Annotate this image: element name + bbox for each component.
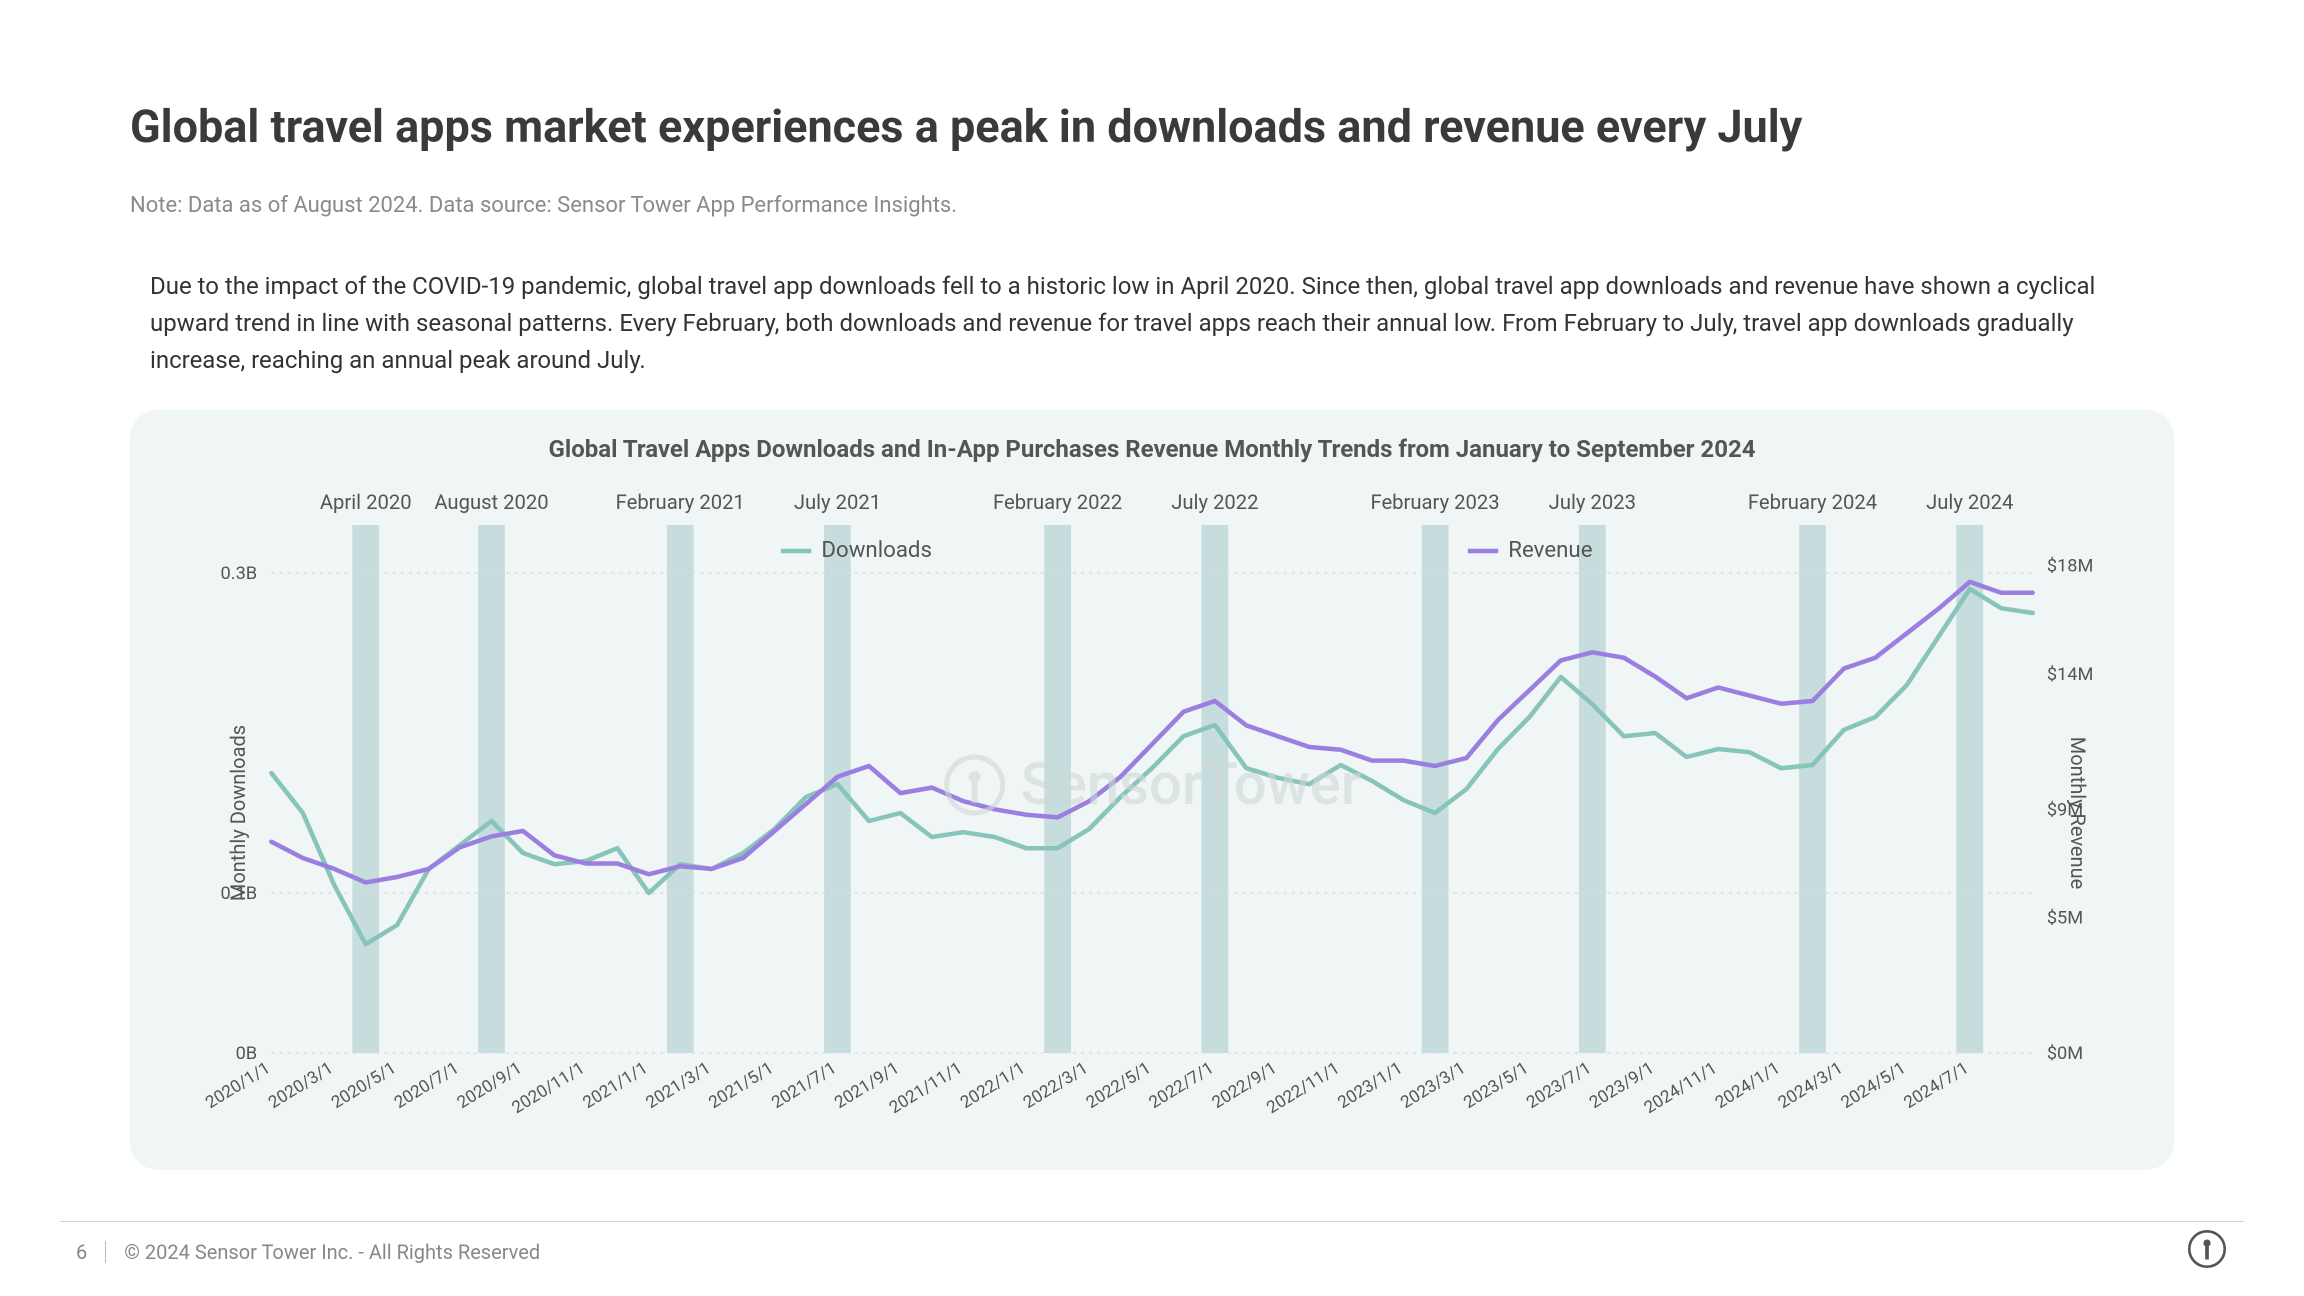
y-axis-left-label: Monthly Downloads [226,725,250,901]
x-tick-label: 2022/3/1 [1020,1058,1092,1113]
annotation-label: February 2022 [993,490,1122,514]
x-tick-label: 2023/7/1 [1523,1058,1595,1113]
y-left-tick: 0B [236,1043,258,1064]
highlight-bar [1579,525,1606,1053]
chart-wrap: Monthly Downloads Monthly Revenue Sensor… [160,473,2144,1153]
x-tick-label: 2020/3/1 [265,1058,337,1113]
x-tick-label: 2021/7/1 [768,1058,840,1113]
highlight-bar [1422,525,1449,1053]
footer-divider-line [60,1221,2244,1222]
x-tick-label: 2024/3/1 [1775,1058,1847,1113]
x-tick-label: 2024/5/1 [1838,1058,1910,1113]
x-tick-label: 2021/3/1 [642,1058,714,1113]
chart-svg: April 2020 August 2020 February 2021 July 2… [160,473,2144,1153]
x-tick-label: 2023/1/1 [1334,1058,1406,1113]
x-tick-label: 2023/5/1 [1460,1058,1532,1113]
annotation-label: August 2020 [434,490,548,514]
chart-card: Global Travel Apps Downloads and In-App … [130,410,2174,1170]
highlight-bar [1044,525,1071,1053]
legend-label-downloads: Downloads [821,537,932,563]
y-right-tick: $0M [2047,1043,2083,1064]
highlight-bar [1202,525,1229,1053]
x-tick-label: 2021/1/1 [580,1058,652,1113]
copyright-text: © 2024 Sensor Tower Inc. - All Rights Re… [124,1240,540,1264]
note-text: Note: Data as of August 2024. Data sourc… [130,193,2174,218]
y-left-tick: 0.3B [221,563,258,584]
annotation-label: July 2022 [1171,490,1258,514]
x-tick-label: 2023/3/1 [1397,1058,1469,1113]
x-tick-label: 2024/7/1 [1901,1058,1973,1113]
x-tick-label: 2022/7/1 [1146,1058,1218,1113]
annotation-label: July 2023 [1549,490,1636,514]
y-right-tick: $14M [2047,664,2094,685]
body-text: Due to the impact of the COVID-19 pandem… [150,268,2164,380]
footer-divider [105,1241,106,1263]
x-tick-label: 2021/5/1 [705,1058,777,1113]
legend-label-revenue: Revenue [1508,537,1592,563]
annotation-label: April 2020 [320,490,412,514]
page-title: Global travel apps market experiences a … [130,100,2174,153]
chart-title: Global Travel Apps Downloads and In-App … [160,435,2144,463]
highlight-bar [1799,525,1826,1053]
annotation-label: July 2021 [794,490,881,514]
y-right-tick: $5M [2047,907,2083,928]
x-tick-label: 2022/1/1 [957,1058,1029,1113]
highlight-bar [667,525,694,1053]
x-tick-label: 2020/7/1 [391,1058,463,1113]
x-tick-label: 2022/5/1 [1083,1058,1155,1113]
x-tick-label: 2020/5/1 [328,1058,400,1113]
line-downloads [271,589,2032,944]
x-tick-label: 2024/1/1 [1712,1058,1784,1113]
annotation-label: July 2024 [1926,490,2013,514]
x-tick-label: 2020/1/1 [202,1058,274,1113]
y-right-tick: $18M [2047,555,2094,576]
highlight-bar [352,525,379,1053]
sensortower-logo-icon [2186,1228,2228,1274]
page-number: 6 [76,1240,87,1264]
annotation-label: February 2021 [616,490,745,514]
highlight-bar [478,525,505,1053]
annotation-label: February 2024 [1748,490,1877,514]
footer: 6 © 2024 Sensor Tower Inc. - All Rights … [76,1240,540,1264]
annotation-label: February 2023 [1370,490,1499,514]
y-axis-right-label: Monthly Revenue [2066,736,2090,888]
line-revenue [271,581,2032,882]
